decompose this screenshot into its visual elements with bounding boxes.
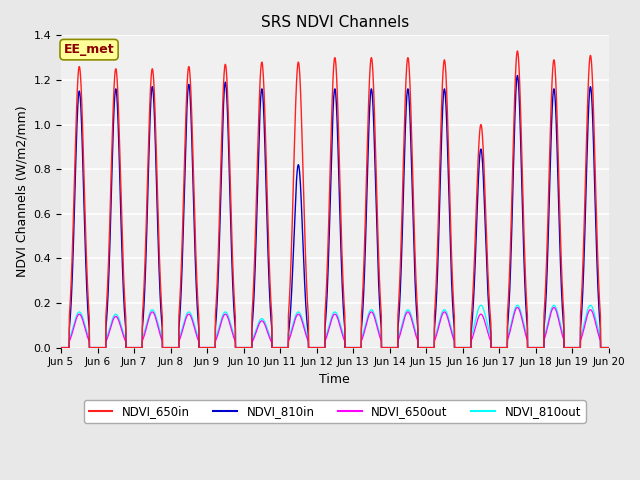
Line: NDVI_810in: NDVI_810in: [61, 75, 609, 348]
NDVI_650in: [603, 345, 611, 350]
NDVI_650out: [410, 327, 418, 333]
NDVI_650out: [262, 325, 270, 331]
NDVI_810out: [57, 345, 65, 350]
NDVI_810in: [168, 345, 176, 350]
X-axis label: Time: Time: [319, 373, 350, 386]
NDVI_650out: [605, 345, 612, 350]
Line: NDVI_650in: NDVI_650in: [61, 51, 609, 348]
NDVI_810in: [57, 345, 65, 350]
NDVI_650in: [57, 345, 65, 350]
NDVI_650in: [488, 345, 496, 350]
NDVI_650in: [605, 345, 612, 350]
NDVI_810in: [513, 72, 521, 78]
NDVI_810out: [488, 345, 496, 350]
NDVI_650in: [262, 151, 270, 157]
NDVI_810in: [410, 259, 418, 264]
NDVI_810in: [488, 345, 496, 350]
NDVI_650in: [513, 48, 521, 54]
Legend: NDVI_650in, NDVI_810in, NDVI_650out, NDVI_810out: NDVI_650in, NDVI_810in, NDVI_650out, NDV…: [84, 400, 586, 423]
Y-axis label: NDVI Channels (W/m2/mm): NDVI Channels (W/m2/mm): [15, 106, 28, 277]
Title: SRS NDVI Channels: SRS NDVI Channels: [260, 15, 409, 30]
NDVI_810out: [262, 322, 270, 328]
NDVI_650out: [488, 345, 496, 350]
Line: NDVI_650out: NDVI_650out: [61, 308, 609, 348]
NDVI_650in: [410, 230, 418, 236]
NDVI_650out: [550, 305, 557, 311]
NDVI_810out: [605, 345, 612, 350]
NDVI_810out: [174, 345, 182, 350]
NDVI_810in: [603, 345, 611, 350]
Line: NDVI_810out: NDVI_810out: [61, 305, 609, 348]
NDVI_650out: [174, 345, 182, 350]
NDVI_810out: [410, 324, 418, 330]
NDVI_810in: [174, 345, 182, 350]
Text: EE_met: EE_met: [64, 43, 115, 56]
NDVI_650in: [168, 345, 176, 350]
NDVI_650out: [603, 345, 611, 350]
NDVI_810out: [587, 302, 595, 308]
NDVI_810out: [168, 345, 176, 350]
NDVI_810out: [603, 345, 611, 350]
NDVI_810in: [262, 181, 270, 187]
NDVI_650out: [168, 345, 176, 350]
NDVI_650out: [57, 345, 65, 350]
NDVI_650in: [174, 345, 182, 350]
NDVI_810in: [605, 345, 612, 350]
